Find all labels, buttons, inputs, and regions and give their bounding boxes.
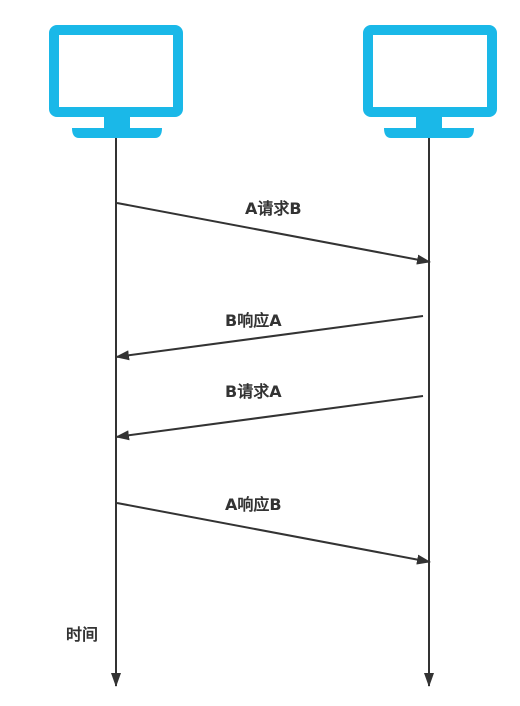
message-label-1: A请求B: [245, 199, 302, 218]
message-arrow-2: [115, 315, 424, 361]
computer-b-monitor-icon: [363, 25, 497, 138]
message-label-4: A响应B: [225, 495, 282, 514]
message-label-3: B请求A: [225, 382, 282, 401]
time-axis-label: 时间: [66, 625, 98, 644]
message-arrow-4: [116, 502, 431, 565]
message-arrow-3: [115, 395, 424, 441]
message-label-2: B响应A: [225, 311, 282, 330]
computer-a-monitor-icon: [49, 25, 183, 138]
message-arrow-1: [116, 202, 431, 265]
